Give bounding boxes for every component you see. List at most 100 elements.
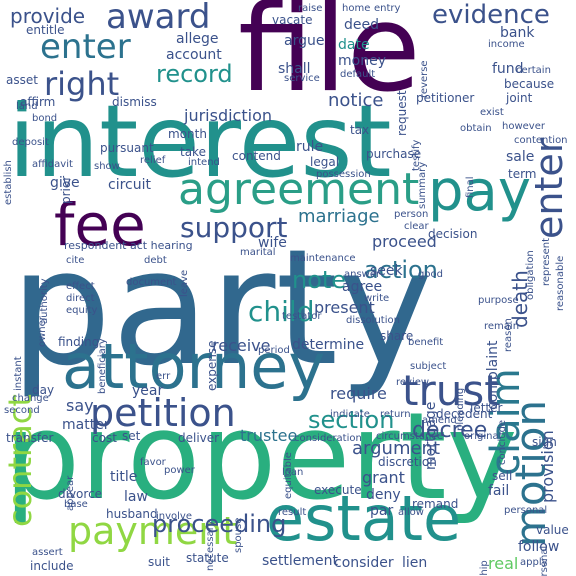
word-exist: exist [480,107,504,118]
word-return: return [380,409,411,420]
word-because: because [504,77,555,91]
word-marital: marital [240,247,276,258]
word-jurisdiction: jurisdiction [184,106,272,125]
word-income: income [488,39,525,50]
word-second: second [4,405,40,416]
word-letter: letter [470,401,503,415]
word-show: show [94,161,120,172]
word-section: section [308,406,395,434]
word-however: however [502,121,545,132]
word-evidence: evidence [432,0,550,30]
word-argue: argue [284,33,325,49]
word-prior: prior [59,175,73,204]
word-attorney: attorney [62,330,326,403]
word-shall: shall [278,61,311,77]
word-proceeding: proceeding [152,510,287,538]
word-clear: clear [404,221,429,232]
word-determine: determine [292,337,365,353]
word-grant: grant [362,468,405,487]
word-present: present [314,298,375,317]
word-change: change [12,393,49,404]
word-direct: direct [66,293,95,304]
word-right: right [44,65,120,103]
word-entitle: entitle [26,23,65,37]
word-term: term [508,167,537,181]
word-wife: wife [258,235,287,251]
word-require: require [330,384,387,403]
word-benefit: benefit [408,337,444,348]
word-notice: notice [328,90,384,111]
word-pursuant: pursuant [100,141,154,155]
word-review: review [396,377,430,388]
word-good: good [418,269,443,280]
word-answer: answer [344,269,381,280]
word-cite: cite [66,255,85,266]
word-mortgage: mortgage [423,401,439,470]
word-purpose: purpose [478,295,519,306]
word-contend: contend [232,149,281,163]
word-joint: joint [506,91,533,105]
word-ch: argument [352,438,441,459]
word-deny: deny [366,487,401,503]
word-err: err [156,371,171,382]
word-raise: raise [298,3,323,14]
word-entry: entry [374,3,401,14]
word-deposit: deposit [12,137,49,148]
word-complaint: complaint [485,340,501,410]
word-allege: allege [176,31,219,47]
word-assert: assert [32,547,63,558]
word-reason: reason [503,318,514,352]
word-consider: consider [334,555,394,571]
word-contention: contention [514,135,568,146]
word-set: set [122,429,141,443]
word-law: law [124,489,148,505]
word-month: month [168,127,207,141]
word-spouse: spouse [233,517,244,553]
word-authority: authority [39,278,50,324]
word-interest: interest [8,83,392,200]
word-personal: personal [539,545,550,576]
word-settlement: settlement [262,553,339,569]
word-real: real [488,554,519,573]
word-receive: receive [212,336,271,355]
word-expense: expense [205,340,219,391]
word-write: write [364,293,390,304]
word-vacate: vacate [272,13,313,27]
word-legal: legal [310,155,340,169]
word-debt: debt [144,255,167,266]
word-share: share [380,329,414,343]
word-property: property [4,388,518,527]
word-cost: cost [92,431,117,445]
word-payment: payment [68,509,238,553]
word-partnership: partnership [479,560,490,576]
word-day: day [32,383,55,397]
word-reverse: reverse [419,60,430,98]
word-trust: trust [402,366,501,415]
word-purchase: purchase [366,147,422,161]
word-sell: sell [492,469,513,483]
word-remand: remand [412,497,459,511]
word-decision: decision [428,227,478,241]
word-final: final [465,176,476,198]
word-provide: provide [10,4,86,28]
word-marriage: marriage [298,206,380,227]
word-fund: fund [492,61,524,77]
word-account: account [166,47,222,63]
word-testator: testator [282,311,322,322]
word-trustee: trustee [240,426,298,445]
word-give: give [50,175,80,191]
word-include: include [30,559,74,573]
word-asset: asset [6,73,38,87]
word-petitioner: petitioner [416,91,475,105]
word-apply: personal [504,505,548,516]
word-original: original [464,431,502,442]
word-land: land [16,101,38,112]
word-establish: establish [3,160,14,205]
word-default: default [340,69,376,80]
word-file: file [238,0,421,119]
word-tax: tax [350,123,370,137]
word-take: take [180,145,206,159]
word-divorce: divorce [58,487,103,501]
word-testify: testify [411,139,422,171]
